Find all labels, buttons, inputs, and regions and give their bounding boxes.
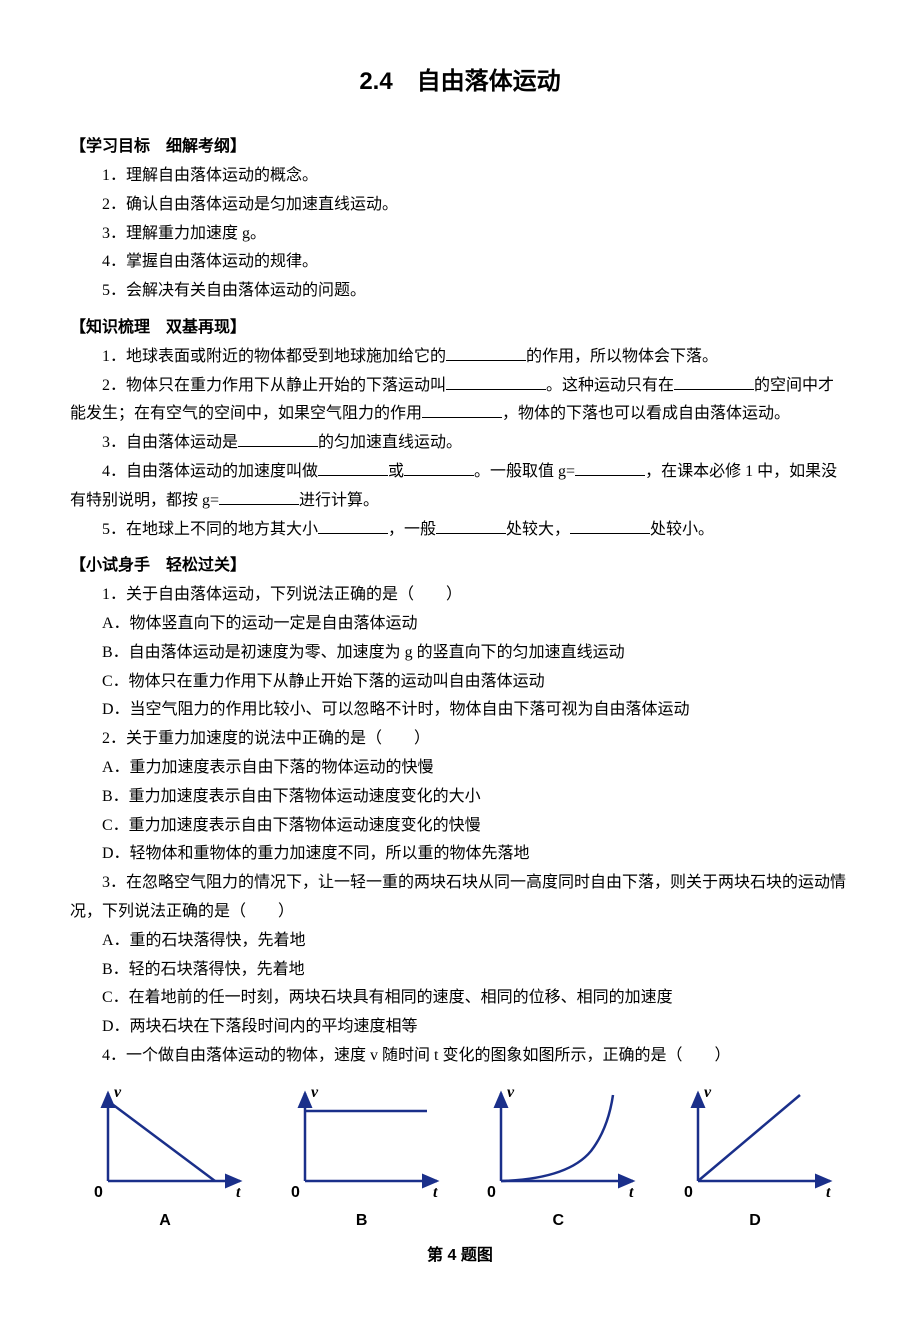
blank — [404, 459, 474, 476]
chart-label: C — [473, 1207, 643, 1236]
blank — [238, 430, 318, 447]
svg-text:0: 0 — [94, 1184, 103, 1201]
svg-text:t: t — [236, 1184, 241, 1201]
vt-graph-b-icon: v 0 t — [277, 1081, 447, 1201]
option-b: B．自由落体运动是初速度为零、加速度为 g 的竖直向下的匀加速直线运动 — [70, 639, 850, 668]
question-stem: 2．关于重力加速度的说法中正确的是（ ） — [70, 725, 850, 754]
objective-item: 4．掌握自由落体运动的规律。 — [70, 248, 850, 277]
blank — [219, 488, 299, 505]
option-b: B．重力加速度表示自由下落物体运动速度变化的大小 — [70, 783, 850, 812]
blank — [436, 517, 506, 534]
svg-text:0: 0 — [291, 1184, 300, 1201]
svg-text:v: v — [311, 1084, 319, 1101]
question-stem: 4．一个做自由落体运动的物体，速度 v 随时间 t 变化的图象如图所示，正确的是… — [70, 1042, 850, 1071]
chart-b: v 0 t B — [277, 1081, 447, 1237]
objective-item: 1．理解自由落体运动的概念。 — [70, 162, 850, 191]
chart-label: D — [670, 1207, 840, 1236]
blank — [318, 459, 388, 476]
objective-item: 3．理解重力加速度 g。 — [70, 220, 850, 249]
vt-graph-d-icon: v 0 t — [670, 1081, 840, 1201]
option-a: A．重力加速度表示自由下落的物体运动的快慢 — [70, 754, 850, 783]
chart-a: v 0 t A — [80, 1081, 250, 1237]
fill-blank-line: 3．自由落体运动是的匀加速直线运动。 — [70, 429, 850, 458]
question-stem: 1．关于自由落体运动，下列说法正确的是（ ） — [70, 581, 850, 610]
option-a: A．重的石块落得快，先着地 — [70, 927, 850, 956]
fill-blank-line: 1．地球表面或附近的物体都受到地球施加给它的的作用，所以物体会下落。 — [70, 343, 850, 372]
option-d: D．两块石块在下落段时间内的平均速度相等 — [70, 1013, 850, 1042]
svg-text:t: t — [826, 1184, 831, 1201]
blank — [422, 401, 502, 418]
vt-graph-c-icon: v 0 t — [473, 1081, 643, 1201]
option-c: C．物体只在重力作用下从静止开始下落的运动叫自由落体运动 — [70, 668, 850, 697]
question-stem: 3．在忽略空气阻力的情况下，让一轻一重的两块石块从同一高度同时自由下落，则关于两… — [70, 869, 850, 927]
fill-blank-line: 2．物体只在重力作用下从静止开始的下落运动叫。这种运动只有在的空间中才能发生；在… — [70, 372, 850, 430]
svg-text:0: 0 — [487, 1184, 496, 1201]
fill-blank-line: 4．自由落体运动的加速度叫做或。一般取值 g=，在课本必修 1 中，如果没有特别… — [70, 458, 850, 516]
blank — [674, 373, 754, 390]
section-head-objectives: 【学习目标 细解考纲】 — [70, 133, 850, 162]
fill-blank-line: 5．在地球上不同的地方其大小，一般处较大，处较小。 — [70, 516, 850, 545]
page-title: 2.4 自由落体运动 — [70, 60, 850, 103]
svg-text:t: t — [629, 1184, 634, 1201]
svg-text:v: v — [507, 1084, 515, 1101]
blank — [318, 517, 388, 534]
blank — [570, 517, 650, 534]
svg-text:v: v — [114, 1084, 122, 1101]
option-d: D．轻物体和重物体的重力加速度不同，所以重的物体先落地 — [70, 840, 850, 869]
option-a: A．物体竖直向下的运动一定是自由落体运动 — [70, 610, 850, 639]
objective-item: 2．确认自由落体运动是匀加速直线运动。 — [70, 191, 850, 220]
charts-row: v 0 t A v 0 t B v 0 t C v 0 t D — [70, 1081, 850, 1237]
chart-label: B — [277, 1207, 447, 1236]
section-head-knowledge: 【知识梳理 双基再现】 — [70, 314, 850, 343]
chart-label: A — [80, 1207, 250, 1236]
objective-item: 5．会解决有关自由落体运动的问题。 — [70, 277, 850, 306]
blank — [446, 373, 546, 390]
vt-graph-a-icon: v 0 t — [80, 1081, 250, 1201]
option-b: B．轻的石块落得快，先着地 — [70, 956, 850, 985]
chart-c: v 0 t C — [473, 1081, 643, 1237]
svg-text:t: t — [433, 1184, 438, 1201]
blank — [446, 344, 526, 361]
chart-d: v 0 t D — [670, 1081, 840, 1237]
option-c: C．重力加速度表示自由下落物体运动速度变化的快慢 — [70, 812, 850, 841]
option-d: D．当空气阻力的作用比较小、可以忽略不计时，物体自由下落可视为自由落体运动 — [70, 696, 850, 725]
svg-text:v: v — [704, 1084, 712, 1101]
figure-caption: 第 4 题图 — [70, 1242, 850, 1271]
blank — [575, 459, 645, 476]
option-c: C．在着地前的任一时刻，两块石块具有相同的速度、相同的位移、相同的加速度 — [70, 984, 850, 1013]
section-head-exercises: 【小试身手 轻松过关】 — [70, 552, 850, 581]
svg-text:0: 0 — [684, 1184, 693, 1201]
